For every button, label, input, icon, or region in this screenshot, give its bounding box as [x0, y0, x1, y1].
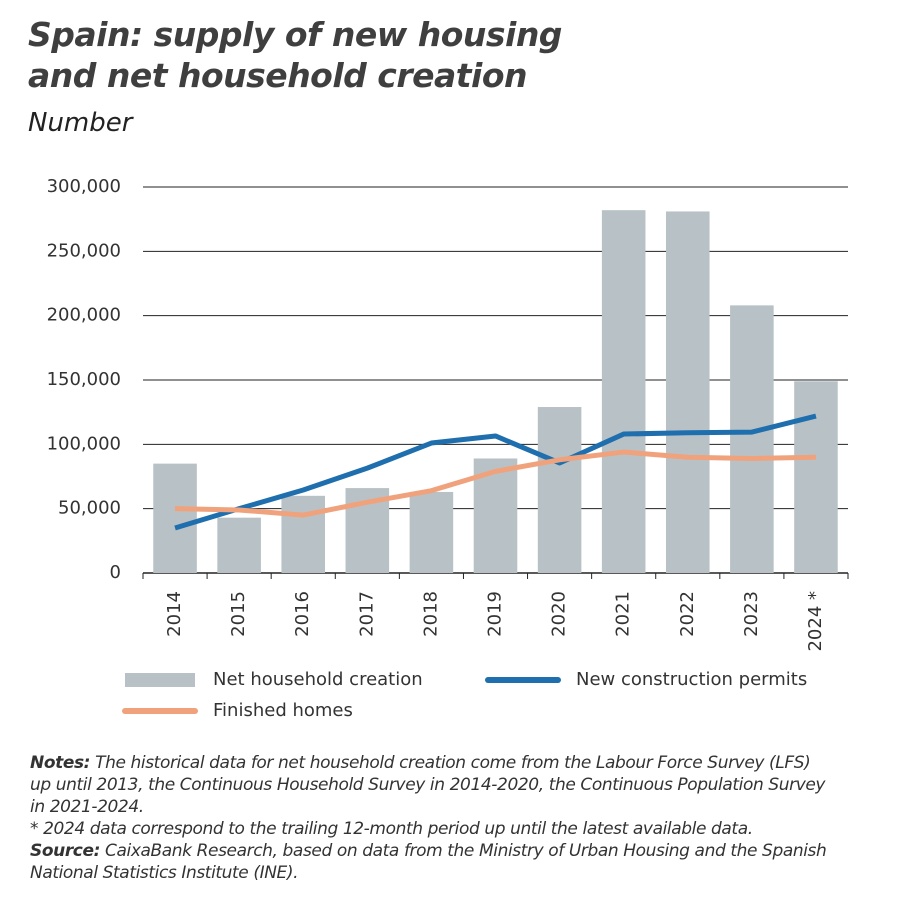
legend-swatch [125, 673, 195, 687]
bar [665, 211, 710, 574]
legend-label: Finished homes [213, 700, 353, 721]
chart-subtitle: Number [28, 108, 133, 138]
chart: 0 50,000 100,000 150,000 200,000 250,000 300,0… [47, 176, 849, 721]
x-tick-label: 2019 [485, 591, 506, 637]
bar [794, 381, 838, 573]
bar [730, 305, 774, 573]
x-tick-label: 2023 [741, 591, 762, 637]
y-tick-label: 300,000 [47, 176, 121, 197]
y-tick-label: 250,000 [47, 240, 121, 261]
bar [537, 407, 582, 573]
chart-title: Spain: supply of new housing and net hou… [28, 15, 562, 95]
x-tick-label: 2015 [228, 591, 249, 637]
note-label: Source: [30, 841, 101, 861]
note-text: The historical data for net household cr… [30, 753, 826, 817]
note-label: Notes: [30, 753, 91, 773]
line [174, 449, 817, 518]
bar [409, 491, 454, 573]
x-tick-label: 2020 [549, 591, 570, 637]
x-tick-label: 2016 [292, 591, 313, 637]
x-tick-label: 2022 [677, 591, 698, 637]
bar [281, 495, 326, 573]
bar [153, 463, 197, 573]
x-tick-label: 2018 [420, 591, 441, 637]
legend-label: Net household creation [213, 669, 423, 690]
note-text: CaixaBank Research, based on data from t… [30, 841, 827, 883]
notes: Notes: The historical data for net house… [30, 752, 830, 884]
line [174, 413, 817, 531]
y-tick-label: 50,000 [58, 498, 121, 519]
x-tick-label: 2021 [613, 591, 634, 637]
note: Notes: The historical data for net house… [30, 752, 830, 818]
note: Source: CaixaBank Research, based on dat… [30, 840, 830, 884]
y-tick-label: 200,000 [47, 305, 121, 326]
y-tick-label: 150,000 [47, 369, 121, 390]
note-text: * 2024 data correspond to the trailing 1… [30, 819, 753, 839]
bar [217, 517, 261, 573]
x-tick-label: 2017 [356, 591, 377, 637]
x-tick-label: 2024 * [805, 591, 826, 652]
y-tick-label: 0 [110, 562, 121, 583]
legend-label: New construction permits [576, 669, 807, 690]
x-tick-label: 2014 [164, 591, 185, 637]
y-tick-label: 100,000 [47, 433, 121, 454]
bar [601, 210, 646, 573]
note: * 2024 data correspond to the trailing 1… [30, 818, 830, 840]
